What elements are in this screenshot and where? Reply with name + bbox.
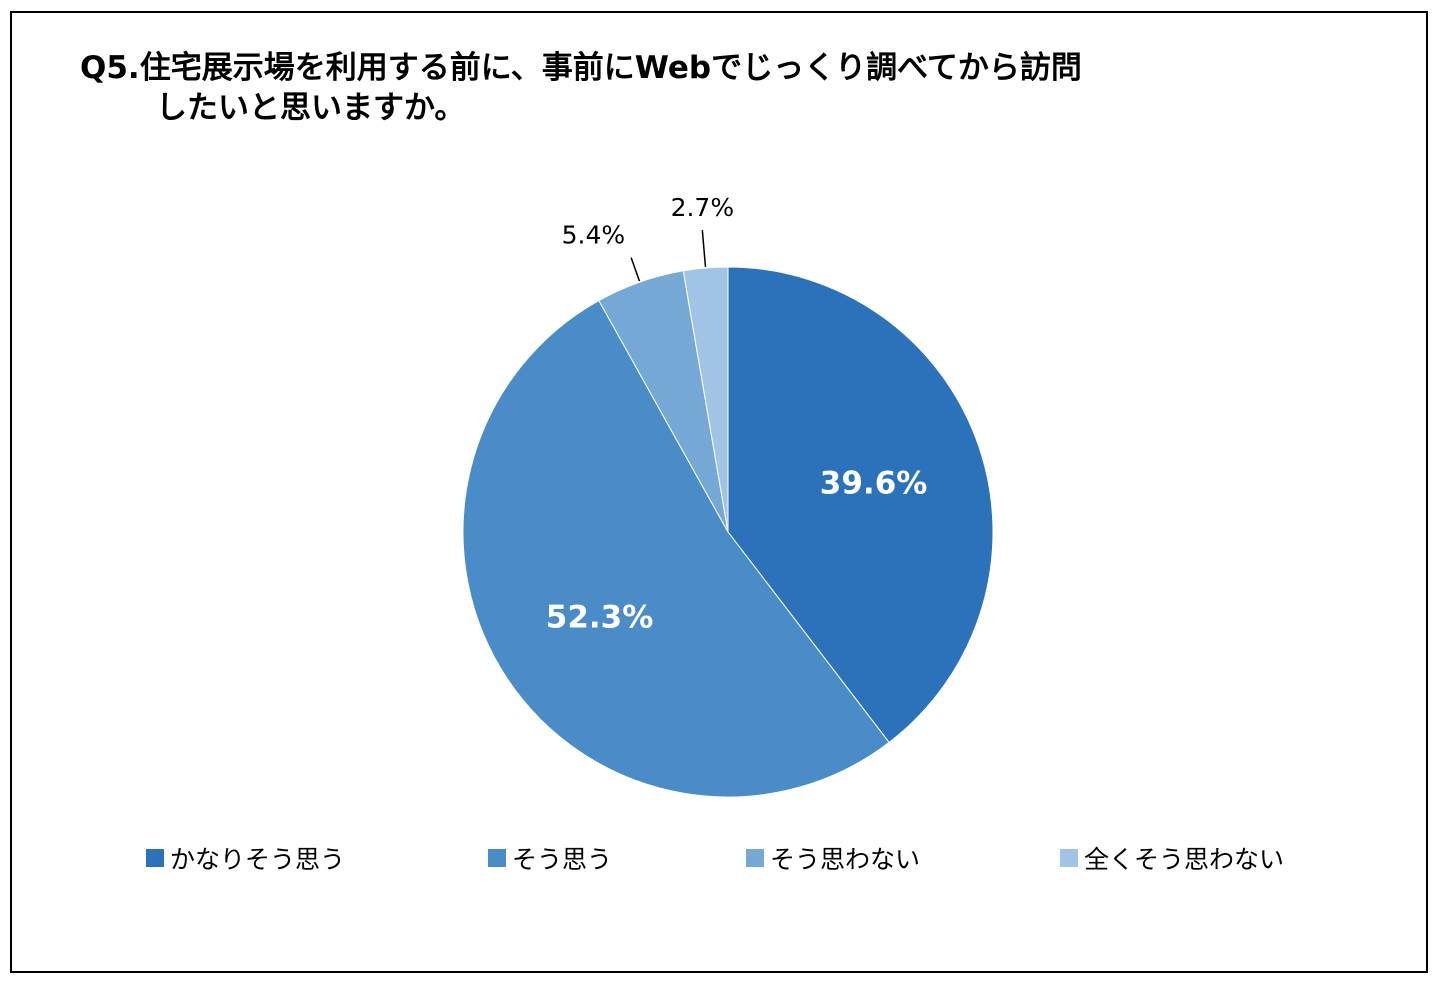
pie-labels: 39.6% 52.3% 5.4% 2.7% bbox=[546, 193, 928, 635]
pie-slice-4 bbox=[682, 266, 729, 533]
chart-title: Q5.住宅展示場を利用する前に、事前にWebでじっくり調べてから訪問 したいと思… bbox=[80, 48, 1280, 128]
legend-item-3: そう思わない bbox=[746, 838, 920, 878]
pie-slice-1 bbox=[727, 266, 994, 744]
pie-slices bbox=[462, 266, 994, 798]
legend-swatch-3 bbox=[746, 849, 764, 867]
legend-swatch-4 bbox=[1060, 849, 1078, 867]
data-label-2: 52.3% bbox=[546, 599, 654, 635]
legend-item-2: そう思う bbox=[488, 838, 612, 878]
legend: かなりそう思う そう思う そう思わない 全くそう思わない bbox=[0, 838, 1442, 878]
legend-swatch-2 bbox=[488, 849, 506, 867]
leader-line-4 bbox=[701, 230, 707, 268]
data-label-4: 2.7% bbox=[671, 193, 735, 222]
data-label-3: 5.4% bbox=[562, 221, 626, 250]
legend-item-4: 全くそう思わない bbox=[1060, 838, 1284, 878]
legend-swatch-1 bbox=[146, 849, 164, 867]
chart-title-line1: Q5.住宅展示場を利用する前に、事前にWebでじっくり調べてから訪問 bbox=[80, 50, 1082, 86]
chart-title-line2: したいと思いますか。 bbox=[156, 90, 466, 126]
leader-line-3 bbox=[630, 257, 641, 282]
legend-label-2: そう思う bbox=[512, 845, 613, 874]
legend-label-3: そう思わない bbox=[770, 845, 921, 874]
legend-label-1: かなりそう思う bbox=[170, 845, 346, 874]
pie-slice-2 bbox=[462, 299, 890, 798]
data-label-1: 39.6% bbox=[820, 466, 928, 502]
legend-item-1: かなりそう思う bbox=[146, 838, 345, 878]
legend-label-4: 全くそう思わない bbox=[1084, 845, 1285, 874]
